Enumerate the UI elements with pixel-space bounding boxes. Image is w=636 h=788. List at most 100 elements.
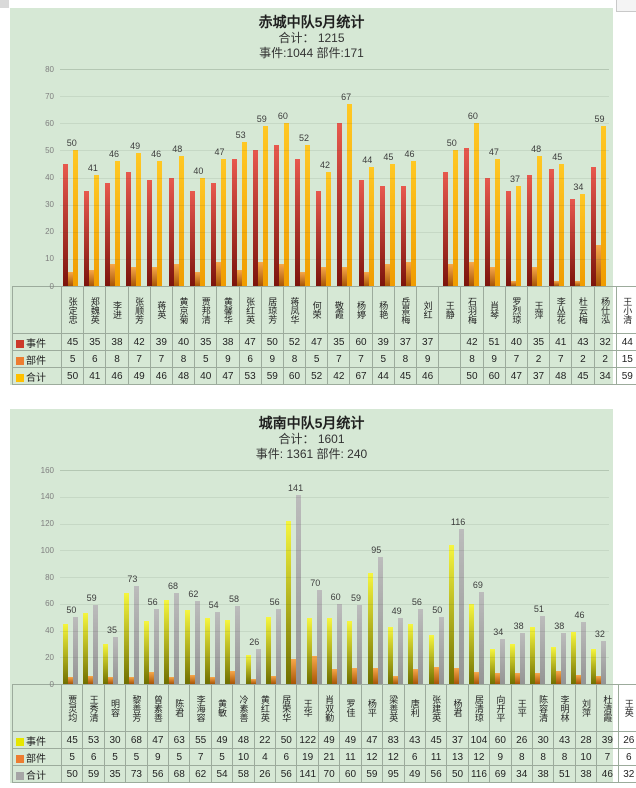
gridline [60, 657, 609, 659]
person-name-cell: 杨平 [360, 684, 384, 732]
bar-gray [72, 617, 78, 684]
value-cell: 45 [60, 731, 84, 749]
bar-red [590, 166, 596, 286]
person-name-cell: 杨婷 [349, 286, 373, 334]
bar-gold [600, 125, 606, 286]
table-header-row: 张定忠 郑魏英 李进 张顺芳 蒋英 黄京菊 贾邦清 黄馨华 张红英 居琼芳 蒋凤华 何荣 敬霞 杨婷 杨艳岳… [12, 286, 636, 334]
value-cell: 15 [615, 350, 636, 368]
value-cell: 44 [371, 367, 395, 385]
bar-orange [553, 280, 559, 286]
chart-data-table: 张定忠 郑魏英 李进 张顺芳 蒋英 黄京菊 贾邦清 黄馨华 张红英 居琼芳 蒋凤华 何荣 敬霞 杨婷 杨艳岳… [12, 286, 636, 385]
series-label: 部件 [26, 753, 46, 765]
person-name-cell: 陈容清 [531, 684, 555, 732]
bar-group: 42 [313, 69, 334, 286]
value-cell: 9 [482, 350, 506, 368]
bar-orange [574, 280, 580, 286]
gridline [60, 496, 609, 498]
person-name-cell: 李丛花 [549, 286, 573, 334]
person-name: 杨君 [452, 699, 463, 717]
bar-yellow [184, 610, 190, 684]
bar-value-label: 54 [208, 599, 219, 610]
person-name: 贾邦清 [200, 296, 211, 324]
value-cell: 37 [393, 333, 418, 351]
person-name: 王萍 [533, 301, 544, 319]
y-axis-tick-label: 20 [45, 227, 54, 237]
y-axis-tick-label: 70 [45, 91, 54, 101]
person-name: 冷素善 [238, 694, 249, 722]
person-name: 黎善芳 [131, 694, 142, 722]
series-label-cell: 部件 [12, 748, 62, 766]
value-cell: 83 [382, 731, 405, 749]
bar-value-label: 46 [151, 149, 162, 160]
person-name: 李进 [111, 301, 122, 319]
bar-red [527, 174, 533, 286]
person-name-cell: 黄京菊 [171, 286, 196, 334]
value-cell: 40 [194, 367, 218, 385]
value-cell: 26 [617, 731, 636, 749]
bar-value-label: 58 [228, 594, 239, 605]
bar-gray [418, 609, 424, 684]
value-cell: 35 [83, 333, 107, 351]
bar-group: 38 [548, 470, 568, 684]
bar-gray [275, 609, 281, 684]
value-cell: 44 [615, 333, 636, 351]
gridline [60, 258, 609, 260]
value-cell: 8 [460, 350, 484, 368]
person-name-cell: 蒋英 [149, 286, 173, 334]
bar-orange [279, 264, 285, 286]
person-name-cell: 贾灵均 [60, 684, 84, 732]
bar-value-label: 48 [531, 143, 542, 154]
value-cell: 28 [574, 731, 598, 749]
legend-swatch-icon [16, 356, 24, 365]
bar-value-label: 51 [533, 603, 544, 614]
bar-gold [474, 123, 480, 286]
person-name-cell: 黄馨华 [216, 286, 240, 334]
plot-area-wrapper: 50 41 46 49 46 48 40 47 53 59 60 52 42 67 44 45 46 50 60 47… [10, 63, 613, 291]
bar-gray [438, 617, 444, 684]
bar-value-label: 47 [488, 146, 499, 157]
person-name: 杜云梅 [577, 296, 588, 324]
bar-orange [270, 675, 276, 684]
bar-orange [331, 669, 337, 684]
person-name-cell: 岳景梅 [393, 286, 418, 334]
value-cell: 7 [149, 350, 173, 368]
bar-value-label: 37 [510, 173, 521, 184]
person-name: 李丛花 [555, 296, 566, 324]
bar-orange [321, 267, 327, 286]
person-name: 王平 [516, 699, 527, 717]
person-name: 王英 [623, 699, 634, 717]
bar-yellow [408, 623, 414, 684]
bar-red [231, 158, 237, 286]
bar-orange [194, 272, 200, 286]
person-name-cell: 李进 [105, 286, 129, 334]
person-name-cell: 李明林 [553, 684, 576, 732]
bar-gold [453, 150, 459, 286]
person-name-cell: 王小清 [615, 286, 636, 334]
gridline [60, 96, 609, 98]
value-cell: 49 [127, 367, 151, 385]
bar-yellow [62, 623, 68, 684]
plot-area-wrapper: 50 59 35 73 56 68 62 54 58 26 56 141 70 60 59 95 49 56 50 1… [10, 464, 613, 689]
value-cell: 37 [415, 333, 440, 351]
value-cell: 37 [446, 731, 469, 749]
y-axis-tick-label: 30 [45, 200, 54, 210]
value-cell: 49 [210, 731, 234, 749]
person-name: 向开平 [495, 694, 506, 722]
bar-group: 45 [377, 69, 398, 286]
bar-value-label: 26 [249, 637, 260, 648]
value-cell: 48 [232, 731, 255, 749]
bar-red [84, 191, 90, 286]
bar-group: 60 [461, 69, 482, 286]
value-cell: 35 [194, 333, 218, 351]
person-name-cell: 肖双勤 [317, 684, 341, 732]
bar-orange [110, 264, 116, 286]
person-name-cell: 杨艳 [371, 286, 395, 334]
person-name-cell: 黎善芳 [125, 684, 148, 732]
gridline [60, 150, 609, 152]
value-cell: 48 [549, 367, 573, 385]
table-corner-cell [12, 684, 62, 732]
bar-yellow [469, 603, 475, 684]
person-name-cell: 何荣 [305, 286, 329, 334]
series-label: 合计 [26, 770, 46, 782]
bar-gold [284, 123, 290, 286]
